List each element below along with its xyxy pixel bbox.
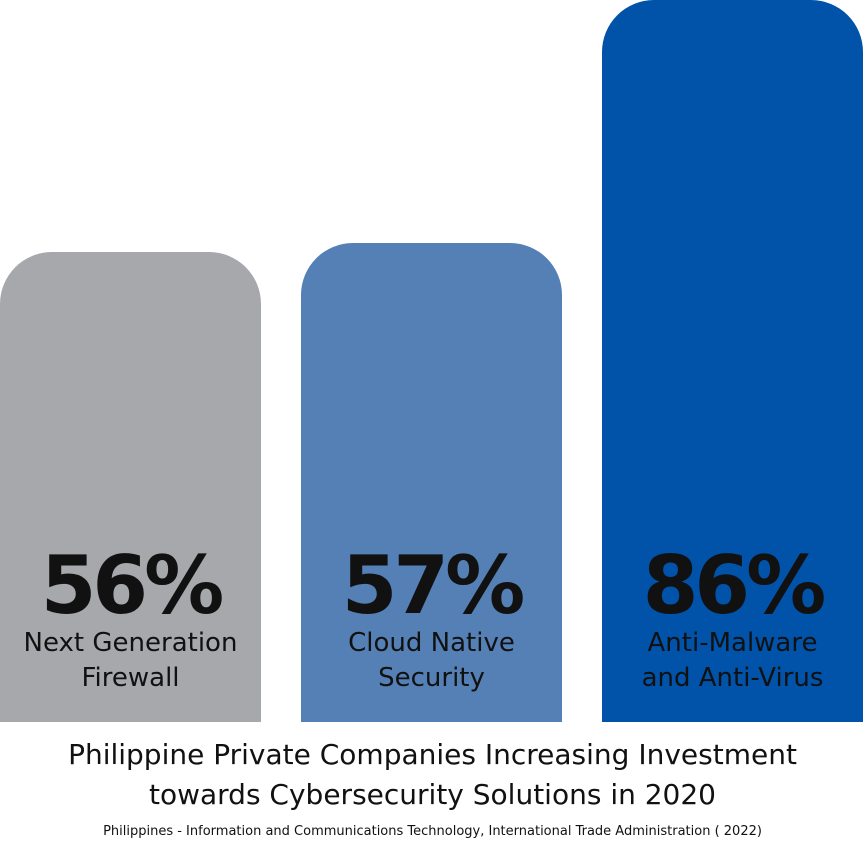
chart-title: Philippine Private Companies Increasing … — [68, 738, 797, 811]
category-label: Cloud Native Security — [348, 628, 515, 693]
value-label: 57% — [341, 539, 525, 632]
value-label: 86% — [642, 539, 826, 632]
bar: 86% Anti-Malware and Anti-Virus — [602, 0, 863, 722]
bar: 56% Next Generation Firewall — [0, 252, 261, 722]
chart-source: Philippines - Information and Communicat… — [103, 824, 762, 839]
category-label: Next Generation Firewall — [23, 628, 238, 693]
category-label: Anti-Malware and Anti-Virus — [641, 628, 824, 693]
bar: 57% Cloud Native Security — [301, 243, 562, 722]
value-label: 56% — [40, 539, 224, 632]
bar-chart: 56% Next Generation Firewall 57% Cloud Nati… — [0, 0, 863, 722]
